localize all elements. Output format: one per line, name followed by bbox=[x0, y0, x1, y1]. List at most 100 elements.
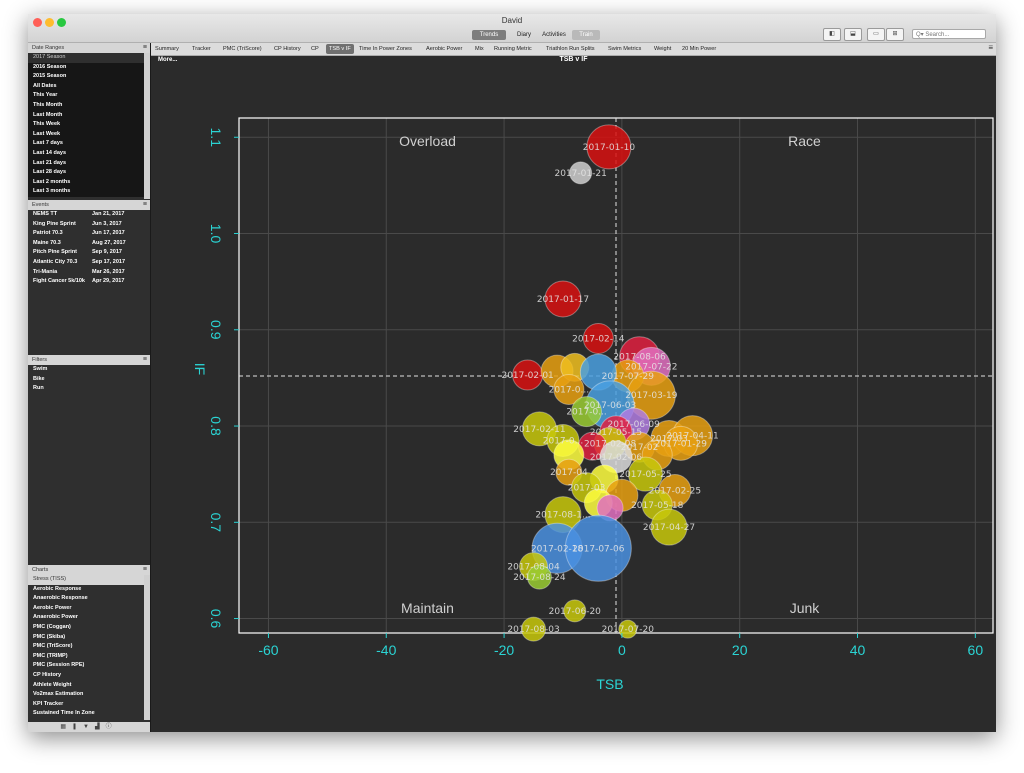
filter-item[interactable]: Run bbox=[33, 385, 44, 392]
tab-view-icon[interactable]: ⊞ bbox=[886, 28, 904, 41]
tab-tsb-v-if[interactable]: TSB v IF bbox=[326, 44, 354, 54]
tab-20-min-power[interactable]: 20 Min Power bbox=[682, 46, 717, 52]
chart-icon[interactable]: ▟ bbox=[95, 724, 106, 730]
date-range-item[interactable]: This Month bbox=[28, 100, 144, 111]
event-row[interactable]: Pitch Pine Sprint Sep 9, 2017 bbox=[28, 248, 144, 258]
chart-list-item[interactable]: PMC (TriScore) bbox=[33, 643, 73, 650]
event-row[interactable]: Tri-Mania Mar 26, 2017 bbox=[28, 268, 144, 278]
date-range-item[interactable]: Last 3 months bbox=[28, 187, 144, 197]
chart-list-item[interactable]: Vo2max Estimation bbox=[33, 691, 84, 698]
chart-list-item[interactable]: Aerobic Power bbox=[33, 604, 72, 611]
tab-triathlon-run-splits[interactable]: Triathlon Run Splits bbox=[546, 46, 595, 52]
date-range-item[interactable]: Last Week bbox=[28, 129, 144, 140]
date-range-item[interactable]: All Dates bbox=[28, 81, 144, 92]
date-range-item[interactable]: Last 21 days bbox=[28, 158, 144, 169]
tab-pmc-triscore[interactable]: PMC (TriScore) bbox=[223, 46, 262, 52]
event-date: Sep 17, 2017 bbox=[92, 258, 126, 265]
events-list: NEMS TT Jan 21, 2017 King Pine Sprint Jun 3… bbox=[28, 210, 144, 287]
app-window: David Trends Diary Activities Train ◧ ⬓ ▭ ⊞… bbox=[28, 14, 996, 732]
chart-list-item[interactable]: Anaerobic Response bbox=[33, 595, 88, 602]
y-tick-label: 1.0 bbox=[208, 224, 224, 244]
filter-item[interactable]: Bike bbox=[33, 375, 45, 382]
event-row[interactable]: Atlantic City 70.3 Sep 17, 2017 bbox=[28, 258, 144, 268]
quadrant-label-bottom-right: Junk bbox=[790, 600, 821, 616]
view-diary-button[interactable]: Diary bbox=[516, 32, 531, 38]
chart-title: TSB v IF bbox=[559, 56, 588, 63]
chart-list-item[interactable]: PMC (TRIMP) bbox=[33, 652, 68, 659]
filter-icon[interactable]: ▼ bbox=[83, 724, 95, 730]
date-range-item[interactable]: Last 2 months bbox=[28, 177, 144, 188]
menu-icon[interactable]: ≡ bbox=[988, 43, 993, 52]
title-bar: David Trends Diary Activities Train ◧ ⬓ ▭ ⊞… bbox=[28, 14, 996, 43]
event-row[interactable]: King Pine Sprint Jun 3, 2017 bbox=[28, 220, 144, 230]
date-range-item[interactable]: Last 7 days bbox=[28, 139, 144, 149]
event-row[interactable]: Patriot 70.3 Jun 17, 2017 bbox=[28, 229, 144, 239]
tab-mix[interactable]: Mix bbox=[475, 46, 484, 52]
chart-list-item[interactable]: Athlete Weight bbox=[33, 681, 72, 688]
date-ranges-header: Date Ranges ≡ bbox=[28, 43, 150, 53]
date-range-item[interactable]: 2016 Season bbox=[28, 62, 144, 73]
event-row[interactable]: Fight Cancer 5k/10k Apr 29, 2017 bbox=[28, 277, 144, 287]
chart-list-item[interactable]: PMC (Session RPE) bbox=[33, 662, 85, 669]
close-window-button[interactable] bbox=[33, 18, 42, 27]
date-range-item[interactable]: 2015 Season bbox=[28, 72, 144, 82]
view-activities-button[interactable]: Activities bbox=[542, 32, 566, 38]
chart-list-item[interactable]: CP History bbox=[33, 671, 62, 678]
date-range-item[interactable]: Last 28 days bbox=[28, 168, 144, 178]
filter-item[interactable]: Swim bbox=[33, 366, 48, 372]
tab-tracker[interactable]: Tracker bbox=[192, 46, 211, 52]
chart-list-item[interactable]: Aerobic Response bbox=[33, 585, 82, 592]
tab-swim-metrics[interactable]: Swim Metrics bbox=[608, 46, 642, 52]
more-button[interactable]: More... bbox=[158, 57, 178, 63]
date-range-item[interactable]: This Week bbox=[28, 120, 144, 130]
tab-aerobic-power[interactable]: Aerobic Power bbox=[426, 46, 463, 52]
data-label: 2017-0... bbox=[566, 408, 606, 418]
charts-group-label[interactable]: Stress (TISS) bbox=[28, 575, 144, 585]
menu-icon[interactable]: ≡ bbox=[142, 356, 147, 363]
info-icon[interactable]: ⓘ bbox=[105, 724, 118, 730]
chart-list-item[interactable]: Anaerobic Power bbox=[33, 614, 78, 621]
event-name: Atlantic City 70.3 bbox=[33, 258, 78, 265]
event-date: Jun 17, 2017 bbox=[92, 230, 125, 237]
event-row[interactable]: NEMS TT Jan 21, 2017 bbox=[28, 210, 144, 220]
tab-time-in-power-zones[interactable]: Time In Power Zones bbox=[359, 46, 412, 52]
sidebar-toggle-icon[interactable]: ◧ bbox=[823, 28, 841, 41]
scrollbar[interactable] bbox=[144, 575, 150, 720]
data-point bbox=[627, 456, 663, 492]
data-label: 2017-02-14 bbox=[572, 334, 625, 344]
data-label: 2017-07-29 bbox=[602, 372, 655, 382]
data-label: 2017-07-06 bbox=[572, 544, 625, 554]
menu-icon[interactable]: ≡ bbox=[142, 201, 147, 208]
minimize-window-button[interactable] bbox=[45, 18, 54, 27]
date-range-item[interactable]: Last 14 days bbox=[28, 148, 144, 159]
chart-list-item[interactable]: PMC (Skiba) bbox=[33, 633, 66, 640]
search-input[interactable]: Q▾ Search... bbox=[912, 29, 986, 39]
data-label: 2017-01-29 bbox=[655, 439, 708, 449]
event-date: Jun 3, 2017 bbox=[92, 220, 122, 227]
calendar-icon[interactable]: ▦ bbox=[60, 724, 73, 730]
tile-view-icon[interactable]: ▭ bbox=[867, 28, 885, 41]
data-point bbox=[618, 619, 638, 639]
scrollbar[interactable] bbox=[144, 53, 150, 199]
chart-list-item[interactable]: Sustained Time In Zone bbox=[33, 710, 95, 717]
data-label: 2017-02-01 bbox=[501, 371, 553, 381]
bookmark-icon[interactable]: ❚ bbox=[72, 724, 84, 730]
date-range-item[interactable]: This Year bbox=[28, 91, 144, 101]
view-train-button[interactable]: Train bbox=[572, 30, 600, 40]
menu-icon[interactable]: ≡ bbox=[142, 566, 147, 573]
tab-running-metric[interactable]: Running Metric bbox=[494, 46, 532, 52]
bottom-panel-toggle-icon[interactable]: ⬓ bbox=[844, 28, 862, 41]
data-point bbox=[586, 124, 632, 170]
tab-cp-history[interactable]: CP History bbox=[274, 46, 301, 52]
tab-summary[interactable]: Summary bbox=[155, 46, 179, 52]
zoom-window-button[interactable] bbox=[57, 18, 66, 27]
view-trends-button[interactable]: Trends bbox=[472, 30, 506, 40]
menu-icon[interactable]: ≡ bbox=[142, 44, 147, 51]
date-range-item[interactable]: 2017 Season bbox=[33, 54, 66, 60]
chart-list-item[interactable]: PMC (Coggan) bbox=[33, 623, 71, 630]
date-range-item[interactable]: Last Month bbox=[28, 110, 144, 121]
tab-weight[interactable]: Weight bbox=[654, 46, 672, 52]
chart-list-item[interactable]: KPI Tracker bbox=[33, 700, 64, 707]
event-row[interactable]: Maine 70.3 Aug 27, 2017 bbox=[28, 239, 144, 249]
tab-cp[interactable]: CP bbox=[311, 46, 319, 52]
